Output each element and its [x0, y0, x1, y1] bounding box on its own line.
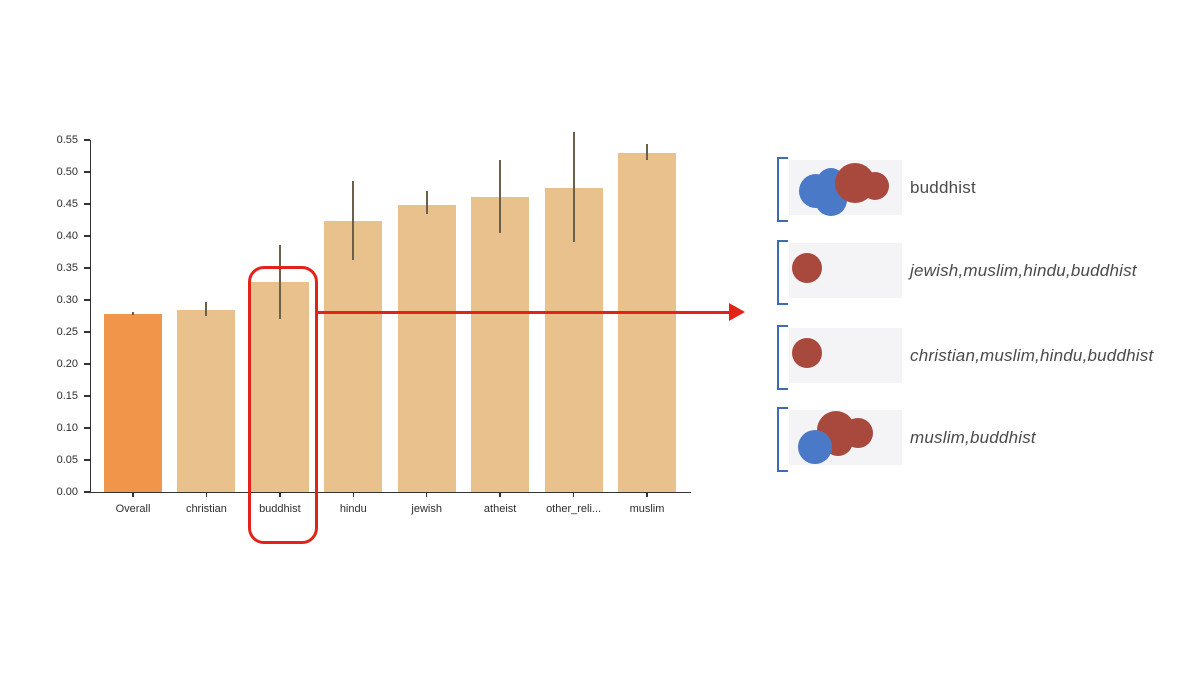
x-axis-tick — [205, 492, 208, 497]
blob-cluster — [789, 243, 902, 298]
error-bar — [278, 244, 281, 320]
plot-axes — [90, 140, 691, 493]
bar-muslim — [618, 153, 676, 492]
y-axis-tick — [84, 363, 90, 365]
blue-blob-dot — [798, 430, 832, 464]
x-tick-label: buddhist — [259, 503, 301, 515]
annotation-row-3: christian,muslim,hindu,buddhist — [777, 325, 1197, 390]
annotation-row-4: muslim,buddhist — [777, 407, 1197, 472]
bracket-icon — [777, 240, 788, 305]
error-bar — [425, 191, 428, 215]
x-tick-label: hindu — [339, 503, 367, 515]
red-blob-dot — [792, 253, 822, 283]
annotation-row-label: christian,muslim,hindu,buddhist — [910, 345, 1154, 365]
blob-cluster — [789, 328, 902, 383]
annotation-row-label: muslim,buddhist — [910, 427, 1036, 447]
x-axis-tick — [352, 492, 355, 497]
error-bar — [352, 180, 355, 261]
error-bar — [205, 301, 208, 316]
y-tick-label: 0.15 — [56, 390, 78, 402]
x-tick-label: christian — [185, 503, 227, 515]
y-axis-tick — [84, 459, 90, 461]
y-axis-tick — [84, 395, 90, 397]
red-blob-dot — [792, 338, 822, 368]
y-axis-tick — [84, 427, 90, 429]
y-tick-label: 0.00 — [56, 486, 78, 498]
x-axis-tick — [499, 492, 501, 497]
highlight-box — [247, 266, 318, 544]
blob-cluster — [789, 410, 902, 465]
error-bar — [499, 160, 502, 233]
y-tick-label: 0.05 — [56, 454, 78, 466]
x-tick-label: muslim — [629, 503, 665, 515]
annotation-row-label: buddhist — [910, 177, 976, 197]
y-tick-label: 0.50 — [56, 166, 78, 178]
y-axis-tick — [84, 139, 90, 141]
bracket-icon — [777, 157, 788, 222]
x-tick-label: other_reli... — [546, 503, 602, 515]
y-tick-label: 0.40 — [56, 230, 78, 242]
x-axis-tick — [646, 492, 648, 497]
y-axis-tick — [84, 331, 90, 333]
error-bar — [572, 131, 575, 243]
y-tick-label: 0.10 — [56, 422, 78, 434]
y-tick-label: 0.35 — [56, 262, 78, 274]
x-tick-label: jewish — [411, 503, 442, 515]
annotation-row-2: jewish,muslim,hindu,buddhist — [777, 240, 1197, 305]
red-blob-dot — [861, 172, 889, 200]
x-axis-tick — [572, 492, 575, 497]
error-bar — [132, 312, 134, 316]
x-axis-tick — [132, 492, 134, 497]
y-tick-label: 0.25 — [56, 326, 78, 338]
bracket-icon — [777, 325, 788, 390]
bracket-icon — [777, 407, 788, 472]
y-tick-label: 0.20 — [56, 358, 78, 370]
y-axis-tick — [84, 203, 90, 205]
x-axis-tick — [425, 492, 428, 497]
y-axis-tick — [84, 299, 90, 301]
bar-jewish — [397, 204, 456, 492]
x-tick-label: Overall — [115, 503, 151, 515]
y-tick-label: 0.30 — [56, 294, 78, 306]
error-bar — [646, 144, 648, 160]
y-axis-tick — [84, 491, 90, 493]
arrow-line — [314, 310, 732, 314]
x-axis-tick — [279, 492, 281, 497]
bar-atheist — [471, 196, 530, 492]
bar-christian — [177, 309, 236, 492]
arrow-head-icon — [729, 303, 745, 322]
y-axis-tick — [84, 171, 90, 173]
y-tick-label: 0.55 — [56, 134, 78, 146]
blob-cluster — [789, 160, 902, 216]
annotation-row-label: jewish,muslim,hindu,buddhist — [910, 260, 1137, 280]
x-tick-label: atheist — [483, 503, 517, 515]
bar-overall — [104, 314, 162, 492]
y-axis-tick — [84, 235, 90, 237]
y-tick-label: 0.45 — [56, 198, 78, 210]
annotation-row-1: buddhist — [777, 157, 1197, 222]
y-axis-tick — [84, 267, 90, 269]
bar-hindu — [324, 221, 383, 492]
